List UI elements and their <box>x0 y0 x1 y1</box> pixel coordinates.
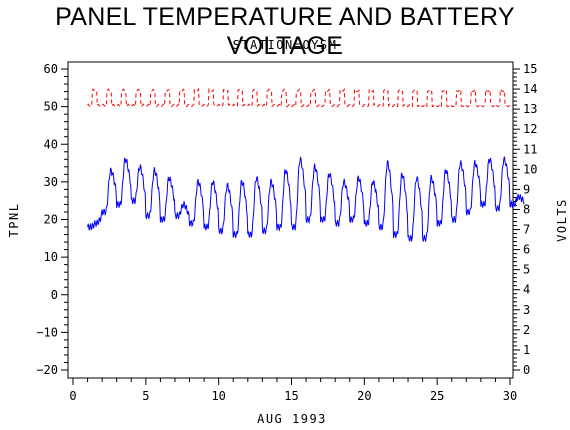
y-left-tick-label: 10 <box>44 250 58 264</box>
y-right-tick-label: 8 <box>523 202 530 216</box>
plot-frame <box>67 61 514 379</box>
y-left-tick-label: 0 <box>51 288 58 302</box>
y-left-tick-label: 30 <box>44 175 58 189</box>
x-tick-label: 30 <box>503 389 517 403</box>
x-tick-label: 0 <box>69 389 76 403</box>
x-axis: 0 5 10 15 20 25 30 <box>69 378 517 403</box>
chart-title: PANEL TEMPERATURE AND BATTERY VOLTAGE <box>55 3 515 60</box>
y-right-tick-label: 12 <box>523 122 537 136</box>
y-right-tick-label: 11 <box>523 142 537 156</box>
y-right-tick-label: 14 <box>523 82 537 96</box>
y-right-tick-label: 6 <box>523 243 530 257</box>
y-axis-label-right: VOLTS <box>555 198 569 242</box>
y-right-tick-label: 5 <box>523 263 530 277</box>
y-left-tick-label: 60 <box>44 62 58 76</box>
y-left-tick-label: −20 <box>36 363 58 377</box>
y-left-tick-label: 50 <box>44 100 58 114</box>
temperature-series-line <box>87 156 525 242</box>
y-right-tick-label: 13 <box>523 102 537 116</box>
y-left-tick-label: −10 <box>36 325 58 339</box>
y-right-tick-label: 2 <box>523 323 530 337</box>
y-axis-label-left: TPNL <box>7 203 21 238</box>
y-right-tick-label: 4 <box>523 283 530 297</box>
x-tick-label: 20 <box>357 389 371 403</box>
x-axis-label: AUG 1993 <box>257 412 327 426</box>
y-right-tick-label: 15 <box>523 62 537 76</box>
y-right-tick-label: 0 <box>523 363 530 377</box>
y-right-tick-label: 9 <box>523 182 530 196</box>
x-tick-label: 25 <box>430 389 444 403</box>
voltage-series-line <box>87 87 511 108</box>
y-right-tick-label: 3 <box>523 303 530 317</box>
y-right-tick-label: 7 <box>523 223 530 237</box>
x-tick-label: 5 <box>142 389 149 403</box>
x-tick-label: 15 <box>284 389 298 403</box>
series-group <box>87 87 525 242</box>
y-right-tick-label: 1 <box>523 343 530 357</box>
y-left-tick-label: 20 <box>44 213 58 227</box>
chart-subtitle: STATION=OYSM <box>232 38 338 52</box>
y-right-tick-label: 10 <box>523 162 537 176</box>
x-tick-label: 10 <box>211 389 225 403</box>
y-left-tick-label: 40 <box>44 137 58 151</box>
y-axis-left: −20 −10 0 10 20 30 40 50 60 <box>36 62 68 377</box>
